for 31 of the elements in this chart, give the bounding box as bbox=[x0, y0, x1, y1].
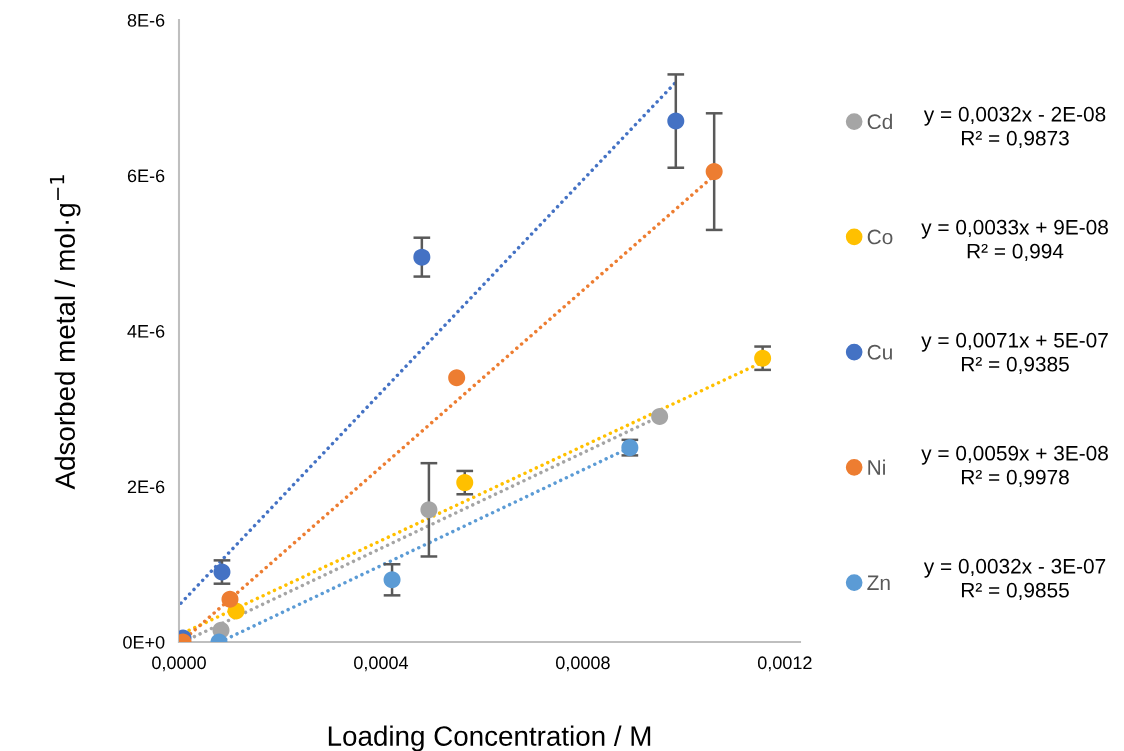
y-axis-title: Adsorbed metal / mol·g$^{−1}$ bbox=[49, 175, 81, 490]
x-tick-label: 0,0004 bbox=[354, 656, 409, 672]
y-tick-label: 4E-6 bbox=[127, 324, 165, 338]
point bbox=[651, 408, 669, 426]
x-tick-label: 0,0012 bbox=[757, 656, 812, 672]
text: y = 0,0032x - 3E-07 R² = 0,9855 bbox=[923, 558, 1106, 601]
point bbox=[448, 369, 466, 387]
point bbox=[383, 571, 401, 589]
x-tick-label: 0,0000 bbox=[152, 656, 206, 672]
point bbox=[413, 248, 431, 266]
text: y = 0,0059x + 3E-08 R² = 0,9978 bbox=[921, 445, 1108, 488]
point bbox=[221, 590, 239, 608]
text: y = 0,0033x + 9E-08 R² = 0,994 bbox=[921, 219, 1108, 262]
point bbox=[754, 349, 772, 367]
legend-label: Ni bbox=[868, 459, 885, 475]
y-tick-label: 0E+0 bbox=[123, 635, 165, 649]
legend-label: Cu bbox=[867, 344, 892, 360]
point bbox=[667, 112, 685, 130]
legend-label: Co bbox=[867, 229, 893, 245]
y-tick-label: 8E-6 bbox=[127, 13, 165, 27]
y-tick-label: 6E-6 bbox=[127, 169, 165, 183]
legend-label: Cd bbox=[867, 113, 892, 130]
x-axis-title: Loading Concentration / M bbox=[328, 725, 651, 751]
point bbox=[420, 501, 438, 519]
point bbox=[705, 163, 723, 181]
legend-label: Zn bbox=[867, 575, 890, 590]
point bbox=[456, 474, 474, 492]
x-tick-label: 0,0008 bbox=[556, 656, 610, 672]
text: y = 0,0032x - 2E-08 R² = 0,9873 bbox=[923, 106, 1106, 149]
y-tick-label: 2E-6 bbox=[127, 480, 165, 494]
text: y = 0,0071x + 5E-07 R² = 0,9385 bbox=[921, 332, 1108, 375]
